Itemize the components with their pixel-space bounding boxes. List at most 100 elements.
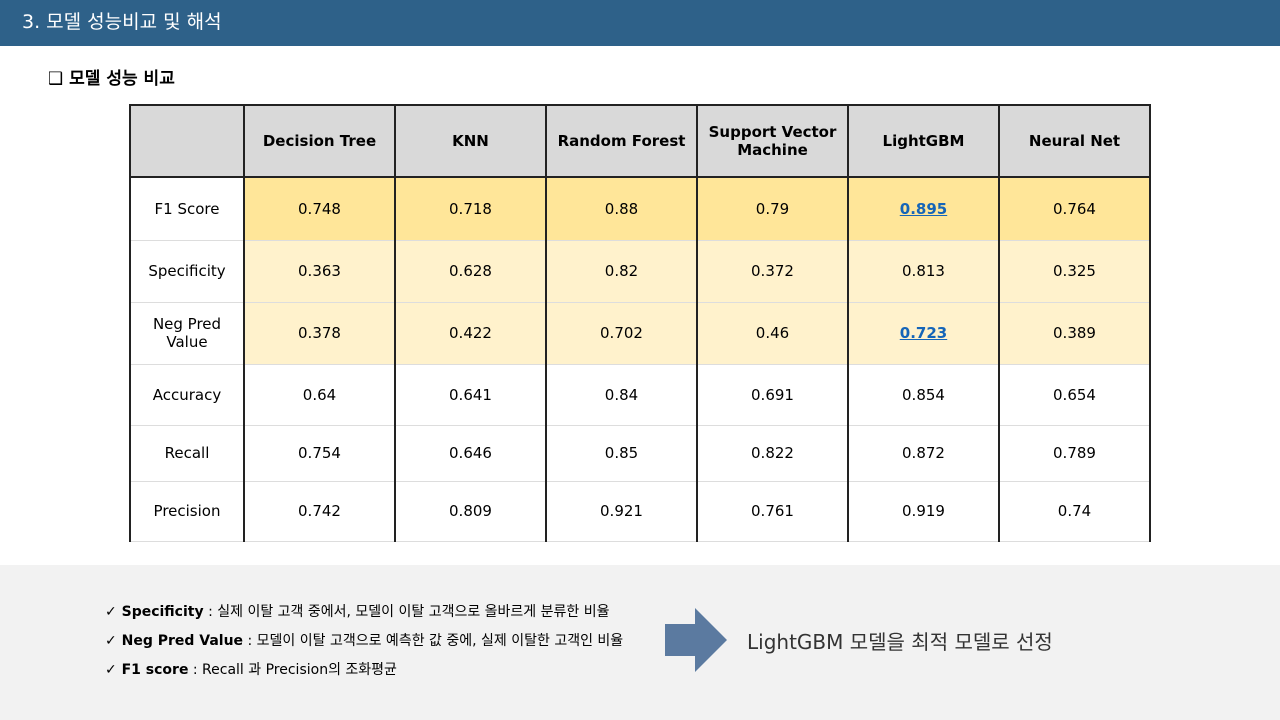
row-label: Neg Pred Value xyxy=(129,301,245,365)
cell-value: 0.74 xyxy=(1057,502,1092,520)
cell-value: 0.691 xyxy=(751,385,794,404)
value-cell: 0.372 xyxy=(696,239,849,303)
cell-value: 0.789 xyxy=(1053,444,1096,462)
cell-value: 0.46 xyxy=(755,324,790,342)
value-cell: 0.895 xyxy=(847,176,1000,241)
column-header: LightGBM xyxy=(847,104,1000,178)
cell-value: 0.872 xyxy=(902,444,945,462)
value-cell: 0.74 xyxy=(998,480,1151,542)
note-desc: : 실제 이탈 고객 중에서, 모델이 이탈 고객으로 올바르게 분류한 비율 xyxy=(208,604,610,620)
metrics-table: Decision Tree KNN Random Forest Support Vec… xyxy=(129,104,1151,542)
column-header: KNN xyxy=(394,104,547,178)
value-cell: 0.325 xyxy=(998,239,1151,303)
cell-value: 0.422 xyxy=(449,324,492,342)
note-term: ✓ Specificity xyxy=(105,604,204,620)
value-cell: 0.82 xyxy=(545,239,698,303)
value-cell: 0.872 xyxy=(847,424,1000,482)
cell-value: 0.628 xyxy=(449,262,492,280)
cell-value: 0.718 xyxy=(449,199,492,218)
note: ✓ Neg Pred Value : 모델이 이탈 고객으로 예측한 값 중에,… xyxy=(105,630,623,650)
arrow-shape xyxy=(665,608,727,672)
cell-value: 0.809 xyxy=(449,502,492,520)
table-row: Neg Pred Value 0.378 0.422 0.702 0.46 0.723 0.… xyxy=(129,301,1151,365)
row-label: Precision xyxy=(129,480,245,542)
value-cell: 0.761 xyxy=(696,480,849,542)
column-header: Support Vector Machine xyxy=(696,104,849,178)
header-title: 3. 모델 성능비교 및 해석 xyxy=(22,11,222,33)
column-header: Neural Net xyxy=(998,104,1151,178)
value-cell: 0.422 xyxy=(394,301,547,365)
row-label: Specificity xyxy=(129,239,245,303)
corner-cell xyxy=(129,104,245,178)
value-cell: 0.702 xyxy=(545,301,698,365)
cell-value: 0.85 xyxy=(604,444,639,462)
note-desc: : Recall 과 Precision의 조화평균 xyxy=(192,662,397,678)
value-cell: 0.646 xyxy=(394,424,547,482)
value-cell: 0.378 xyxy=(243,301,396,365)
table-row: Accuracy 0.64 0.641 0.84 0.691 0.854 0.654 xyxy=(129,363,1151,426)
value-cell: 0.748 xyxy=(243,176,396,241)
value-cell: 0.854 xyxy=(847,363,1000,426)
cell-value: 0.641 xyxy=(449,385,492,404)
table-row: Specificity 0.363 0.628 0.82 0.372 0.813 0.325 xyxy=(129,239,1151,303)
value-cell: 0.654 xyxy=(998,363,1151,426)
cell-value: 0.84 xyxy=(604,385,639,404)
row-label: Recall xyxy=(129,424,245,482)
cell-value: 0.646 xyxy=(449,444,492,462)
cell-value: 0.822 xyxy=(751,444,794,462)
column-header: Random Forest xyxy=(545,104,698,178)
note-term: ✓ F1 score xyxy=(105,662,189,678)
cell-value: 0.919 xyxy=(902,502,945,520)
cell-value: 0.79 xyxy=(755,199,790,218)
cell-value: 0.325 xyxy=(1053,262,1096,280)
column-header: Decision Tree xyxy=(243,104,396,178)
value-cell: 0.88 xyxy=(545,176,698,241)
cell-value: 0.654 xyxy=(1053,385,1096,404)
cell-value: 0.88 xyxy=(604,199,639,218)
note: ✓ F1 score : Recall 과 Precision의 조화평균 xyxy=(105,659,397,679)
cell-value: 0.854 xyxy=(902,385,945,404)
cell-value: 0.764 xyxy=(1053,199,1096,218)
cell-value: 0.754 xyxy=(298,444,341,462)
note: ✓ Specificity : 실제 이탈 고객 중에서, 모델이 이탈 고객으… xyxy=(105,601,610,621)
header-bar: 3. 모델 성능비교 및 해석 xyxy=(0,0,1280,46)
table-row: Recall 0.754 0.646 0.85 0.822 0.872 0.789 xyxy=(129,424,1151,482)
cell-value: 0.723 xyxy=(899,324,948,342)
arrow xyxy=(665,608,727,672)
value-cell: 0.809 xyxy=(394,480,547,542)
value-cell: 0.363 xyxy=(243,239,396,303)
value-cell: 0.723 xyxy=(847,301,1000,365)
cell-value: 0.702 xyxy=(600,324,643,342)
value-cell: 0.742 xyxy=(243,480,396,542)
value-cell: 0.46 xyxy=(696,301,849,365)
cell-value: 0.82 xyxy=(604,262,639,280)
value-cell: 0.84 xyxy=(545,363,698,426)
value-cell: 0.921 xyxy=(545,480,698,542)
row-label: Accuracy xyxy=(129,363,245,426)
cell-value: 0.748 xyxy=(298,199,341,218)
table-row: F1 Score 0.748 0.718 0.88 0.79 0.895 0.764 xyxy=(129,176,1151,241)
footer-panel xyxy=(0,565,1280,720)
value-cell: 0.813 xyxy=(847,239,1000,303)
cell-value: 0.895 xyxy=(899,199,948,218)
table-row: Precision 0.742 0.809 0.921 0.761 0.919 0.74 xyxy=(129,480,1151,542)
value-cell: 0.754 xyxy=(243,424,396,482)
header-row: Decision Tree KNN Random Forest Support Vec… xyxy=(129,104,1151,178)
cell-value: 0.389 xyxy=(1053,324,1096,342)
cell-value: 0.363 xyxy=(298,262,341,280)
value-cell: 0.691 xyxy=(696,363,849,426)
cell-value: 0.372 xyxy=(751,262,794,280)
value-cell: 0.822 xyxy=(696,424,849,482)
value-cell: 0.85 xyxy=(545,424,698,482)
cell-value: 0.761 xyxy=(751,502,794,520)
cell-value: 0.813 xyxy=(902,262,945,280)
cell-value: 0.64 xyxy=(302,385,337,404)
value-cell: 0.79 xyxy=(696,176,849,241)
note-term: ✓ Neg Pred Value xyxy=(105,633,244,649)
value-cell: 0.718 xyxy=(394,176,547,241)
value-cell: 0.64 xyxy=(243,363,396,426)
conclusion: LightGBM 모델을 최적 모델로 선정 xyxy=(747,630,1053,654)
value-cell: 0.389 xyxy=(998,301,1151,365)
note-desc: : 모델이 이탈 고객으로 예측한 값 중에, 실제 이탈한 고객인 비율 xyxy=(247,633,624,649)
